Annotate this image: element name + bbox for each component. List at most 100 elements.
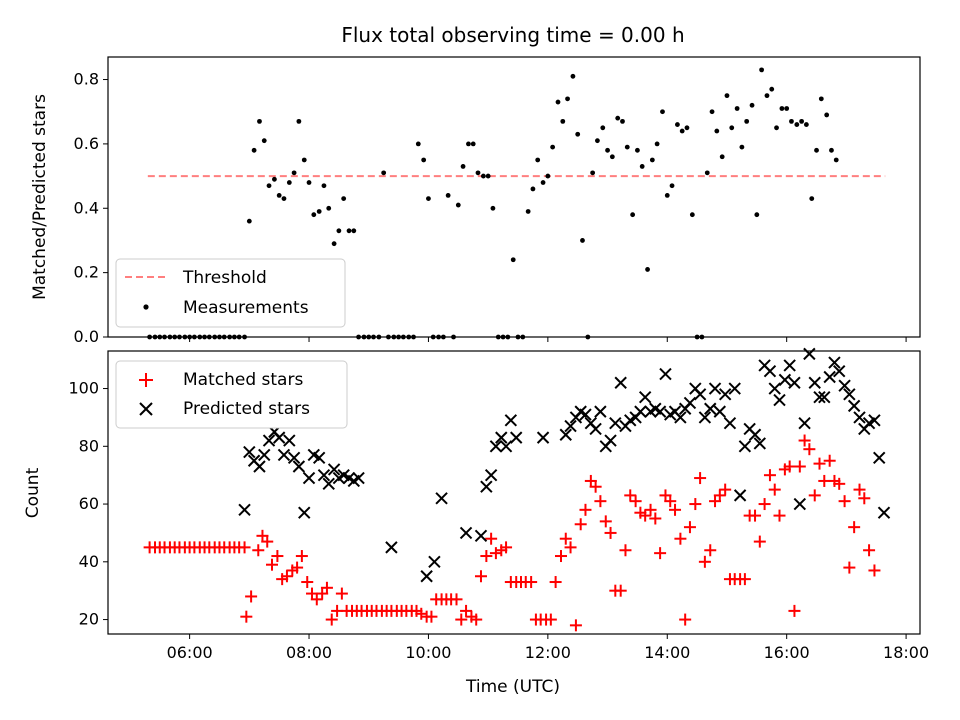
predicted-star-point [504,414,518,427]
matched-star-point [738,573,751,586]
legend-matched-swatch [139,373,153,387]
predicted-star-point [788,376,801,389]
matched-star-point [863,544,876,557]
predicted-star-point [653,405,667,418]
predicted-star-point [847,399,861,413]
measurement-point [341,196,347,202]
measurement-point [624,144,630,150]
predicted-star-point [853,411,866,424]
measurement-point [560,118,566,124]
measurement-point [460,164,466,169]
predicted-star-point [536,431,550,444]
legend-threshold-label: Threshold [182,268,267,288]
predicted-star-point [833,365,846,378]
matched-star-point [749,509,762,522]
measurement-point [246,218,252,224]
matched-star-point [683,521,696,534]
predicted-star-point [773,393,786,407]
predicted-star-point [808,376,821,389]
predicted-star-point [385,541,398,554]
predicted-star-point [262,434,276,447]
measurement-point [445,192,451,198]
predicted-star-point [474,529,488,543]
measurement-point [251,147,257,153]
x-axis-label: Time (UTC) [465,677,560,697]
measurement-point [426,196,431,202]
measurement-point [555,99,561,105]
top-y-tick-label: 0.6 [74,134,99,153]
measurement-point [664,192,670,198]
measurement-point [525,209,531,214]
matched-star-point [455,613,468,626]
measurement-point [351,228,357,234]
legend-matched-label: Matched stars [183,370,303,390]
matched-star-point [569,619,582,632]
matched-star-point [719,483,732,496]
matched-star-point [291,561,304,574]
measurement-point [540,180,546,185]
x-tick-label: 10:00 [405,643,451,662]
measurement-point [550,144,556,150]
measurement-point [266,183,272,189]
top-y-tick-label: 0.4 [74,198,99,217]
predicted-star-point [634,405,647,418]
predicted-star-point [589,422,602,436]
matched-star-point [713,489,726,502]
measurement-point [764,93,770,99]
predicted-star-point [564,419,577,433]
matched-star-point [818,474,831,487]
predicted-star-point [638,390,652,404]
measurement-point [286,180,292,185]
predicted-star-point [738,440,752,453]
measurement-point [734,106,740,111]
matched-star-point [848,521,861,534]
matched-star-point [629,495,642,508]
measurement-point [590,170,596,176]
measurement-point [485,173,491,179]
measurement-point [306,180,312,185]
predicted-star-point [480,480,493,493]
legend-predicted-label: Predicted stars [183,399,310,419]
measurement-point [739,144,745,150]
bottom-axes-frame [107,350,921,635]
measurement-point [475,170,481,176]
legend-measurements-label: Measurements [183,298,309,318]
matched-star-point [619,544,632,557]
top-legend-box [115,258,346,328]
matched-star-point [425,610,438,623]
top-y-tick-label: 0.0 [74,327,99,346]
predicted-star-point [763,365,777,378]
x-tick-label: 12:00 [525,643,571,662]
measurement-point [321,183,327,189]
measurement-point [809,196,815,202]
measurement-point [660,109,665,115]
matched-star-point [574,518,587,531]
predicted-star-point [298,506,311,519]
matched-star-point [679,613,692,626]
matched-star-point [858,492,871,505]
predicted-star-point [253,460,266,473]
measurement-point [570,73,576,79]
measurement-point [615,115,621,121]
measurement-point [759,67,765,73]
predicted-star-point [748,428,762,441]
matched-star-point [489,547,502,560]
x-tick-label: 14:00 [644,643,690,662]
matched-star-point [823,454,836,467]
matched-star-point [266,558,279,571]
matched-star-point [579,503,592,516]
measurement-point [311,212,317,218]
matched-star-point [853,483,866,496]
bottom-legend-box [115,360,348,429]
measurement-point [639,164,645,169]
matched-star-point [773,509,786,522]
bottom-y-tick-label: 40 [79,552,99,571]
predicted-star-point [604,434,617,447]
matched-star-point [753,535,766,548]
measurement-point [470,141,476,147]
predicted-star-point [718,388,732,401]
predicted-star-point [243,445,256,459]
predicted-star-point [868,414,881,427]
measurement-point [565,96,570,102]
